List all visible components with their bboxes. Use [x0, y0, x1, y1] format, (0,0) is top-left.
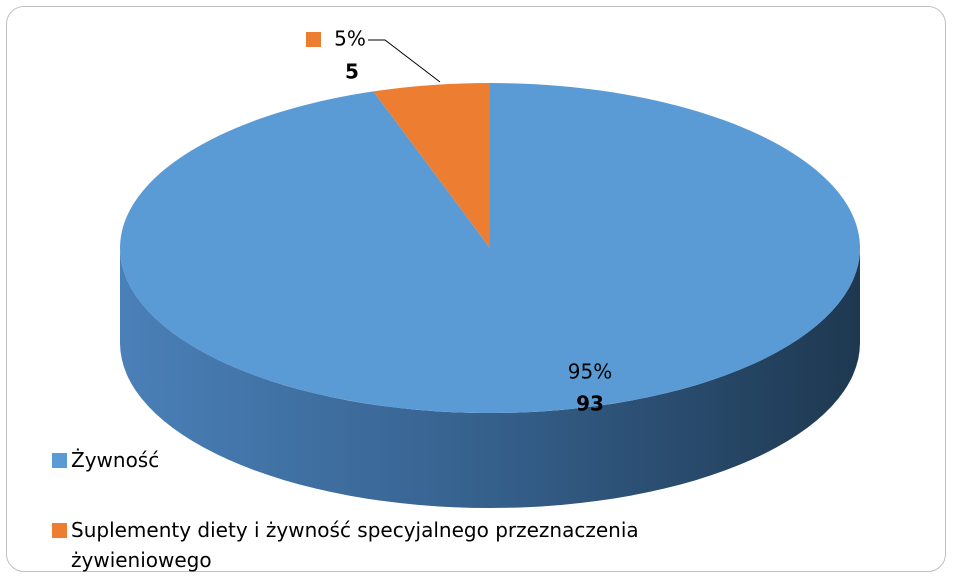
slice	[119, 83, 860, 413]
value-label: 93	[576, 392, 604, 416]
percent-label: 5%	[334, 27, 366, 51]
legend-label: Suplementy diety i żywność specyjalnego …	[71, 518, 639, 572]
value-label: 5	[345, 60, 359, 84]
slice	[373, 83, 490, 248]
slice-side	[120, 248, 860, 508]
chart-frame	[6, 6, 946, 572]
leader-line	[368, 39, 441, 83]
legend-swatch	[52, 453, 67, 468]
percent-label: 95%	[568, 360, 612, 384]
label-swatch	[306, 32, 321, 47]
legend-item: Suplementy diety i żywność specyjalnego …	[52, 515, 712, 575]
legend-label: Żywność	[71, 448, 160, 472]
legend-swatch	[52, 523, 67, 538]
legend-item: Żywność	[52, 445, 712, 475]
